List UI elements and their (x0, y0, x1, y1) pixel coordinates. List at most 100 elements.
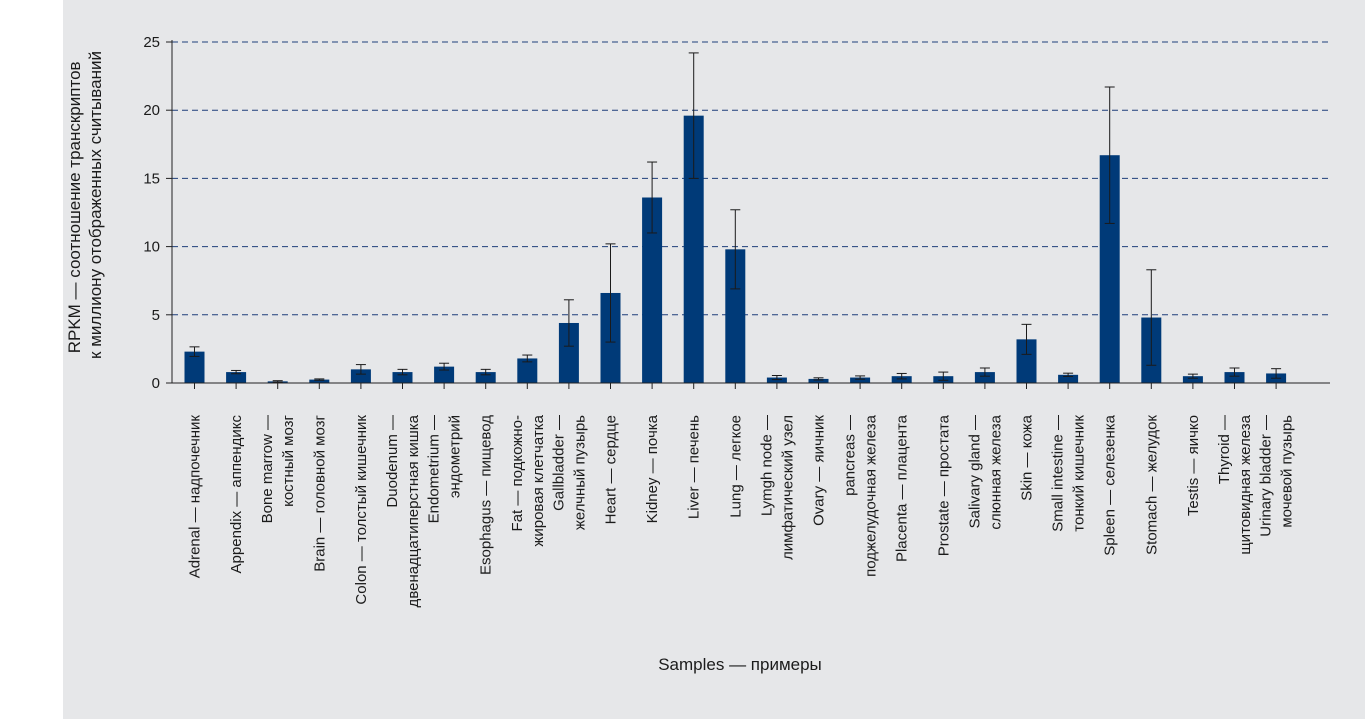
bar (808, 378, 829, 383)
error-bar (1021, 323, 1032, 355)
bar (517, 358, 538, 383)
bar (1058, 374, 1079, 383)
bar (974, 372, 995, 383)
x-tick-label: Prostate — простата (935, 414, 952, 556)
y-axis-title-line-2: к миллиону отображенных считываний (86, 51, 105, 359)
error-bar (439, 362, 450, 371)
bar (309, 379, 330, 383)
x-tick-label: Endometrium — эндометрий (426, 415, 464, 523)
x-tick-label-line: Thyroid — (1216, 415, 1233, 484)
bar (392, 372, 413, 383)
x-tick-label-line: Fat — подкожно- (509, 415, 526, 531)
bar (350, 369, 371, 383)
x-tick-label-line: Brain — головной мозг (311, 414, 328, 571)
bar (725, 249, 746, 383)
bars (184, 52, 1287, 383)
x-tick-label-line: Skin — кожа (1019, 414, 1036, 500)
x-tick-label-line: Lung — легкое (727, 415, 744, 518)
error-bar (355, 364, 366, 375)
x-tick-label-line: Small intestine — (1050, 415, 1067, 532)
x-tick-label-line: щитовидная железа (1237, 414, 1254, 554)
bar (475, 372, 496, 383)
bar (891, 376, 912, 383)
y-axis-title-line-1: RPKM — соотношение транскриптов (65, 61, 84, 353)
bar (226, 372, 247, 383)
bar (1182, 376, 1203, 383)
x-tick-label-line: тонкий кишечник (1071, 415, 1088, 532)
x-axis-title: Samples — примеры (658, 655, 822, 674)
bar (642, 197, 663, 383)
x-tick-label-line: Prostate — простата (935, 414, 952, 556)
x-tick-label-line: Duodenum — (384, 415, 401, 508)
error-bar (688, 52, 699, 179)
x-tick-label-line: Kidney — почка (644, 414, 661, 523)
x-tick-label: Kidney — почка (644, 414, 661, 523)
x-tick-label: Heart — сердце (603, 415, 620, 524)
x-tick-label-line: Stomach — желудок (1143, 415, 1160, 555)
x-tick-label-line: Testis — яичко (1185, 415, 1202, 516)
bar (1224, 372, 1245, 383)
x-tick-label: Gallbladder — желчный пузырь (550, 415, 588, 530)
x-tick-label: pancreas — поджелудочная железа (842, 414, 880, 577)
error-bar (896, 372, 907, 380)
error-bar (231, 369, 242, 375)
x-tick-label-line: Gallbladder — (550, 415, 567, 511)
error-bar (1271, 368, 1282, 379)
x-tick-label-line: Adrenal — надпочечник (187, 415, 204, 579)
x-tick-label-line: поджелудочная железа (863, 414, 880, 577)
x-tick-label-line: Ovary — яичник (811, 415, 828, 526)
y-tick-label: 15 (143, 170, 160, 187)
x-tick-label-line: Appendix — аппендикс (228, 415, 245, 574)
bar (434, 366, 455, 383)
x-tick-label: Spleen — селезенка (1102, 414, 1119, 555)
y-tick-label: 5 (152, 307, 160, 324)
y-tick-label: 0 (152, 375, 160, 392)
bar (1016, 339, 1037, 383)
x-tick-label: Esophagus — пищевод (478, 415, 495, 575)
bar (683, 115, 704, 383)
x-tick-label-line: Esophagus — пищевод (478, 415, 495, 575)
error-bar (605, 243, 616, 343)
x-tick-label-line: желчный пузырь (571, 415, 588, 530)
x-tick-label: Bone marrow — костный мозг (259, 414, 297, 523)
bar (850, 377, 871, 383)
x-tick-label: Colon — толстый кишечник (353, 415, 370, 605)
x-tick-label: Small intestine — тонкий кишечник (1050, 415, 1088, 532)
x-tick-label: Testis — яичко (1185, 415, 1202, 516)
x-tick-label-line: Bone marrow — (259, 415, 276, 523)
axes: 0 5 10 15 20 25 (143, 34, 1330, 392)
bar (766, 377, 787, 383)
x-tick-label: Thyroid — щитовидная железа (1216, 414, 1254, 554)
error-bar (1146, 269, 1157, 366)
x-tick-label-line: Endometrium — (426, 415, 443, 523)
x-tick-label-line: pancreas — (842, 415, 859, 496)
x-tick-label-line: мочевой пузырь (1279, 415, 1296, 528)
error-bar (1229, 367, 1240, 377)
x-tick-label-line: Urinary bladder — (1258, 415, 1275, 537)
error-bar (272, 380, 283, 383)
x-tick-label-line: костный мозг (280, 414, 297, 506)
x-tick-label-line: Spleen — селезенка (1102, 414, 1119, 555)
error-bar (522, 354, 533, 363)
error-bar (771, 374, 782, 381)
y-tick-label: 10 (143, 239, 160, 256)
x-tick-label: Fat — подкожно-жировая клетчатка (509, 414, 547, 546)
y-tick-label: 25 (143, 34, 160, 51)
x-tick-label-line: слюнная железа (987, 414, 1004, 529)
error-bar (480, 368, 491, 376)
x-tick-label-line: Liver — печень (686, 415, 703, 519)
error-bar (1187, 373, 1198, 379)
y-tick-label: 20 (143, 102, 160, 119)
x-tick-label: Skin — кожа (1019, 414, 1036, 500)
x-tick-label: Stomach — желудок (1143, 415, 1160, 555)
x-tick-label: Brain — головной мозг (311, 414, 328, 571)
x-tick-label: Lymgh node — лимфатический узел (758, 415, 796, 560)
y-axis-title: RPKM — соотношение транскриптов к миллио… (65, 51, 105, 359)
error-bar (563, 299, 574, 347)
x-tick-label: Salivary gland — слюнная железа (966, 414, 1004, 529)
bar (1099, 155, 1120, 383)
x-tick-label-line: лимфатический узел (779, 415, 796, 560)
x-tick-label: Lung — легкое (727, 415, 744, 518)
error-bar (813, 377, 824, 381)
